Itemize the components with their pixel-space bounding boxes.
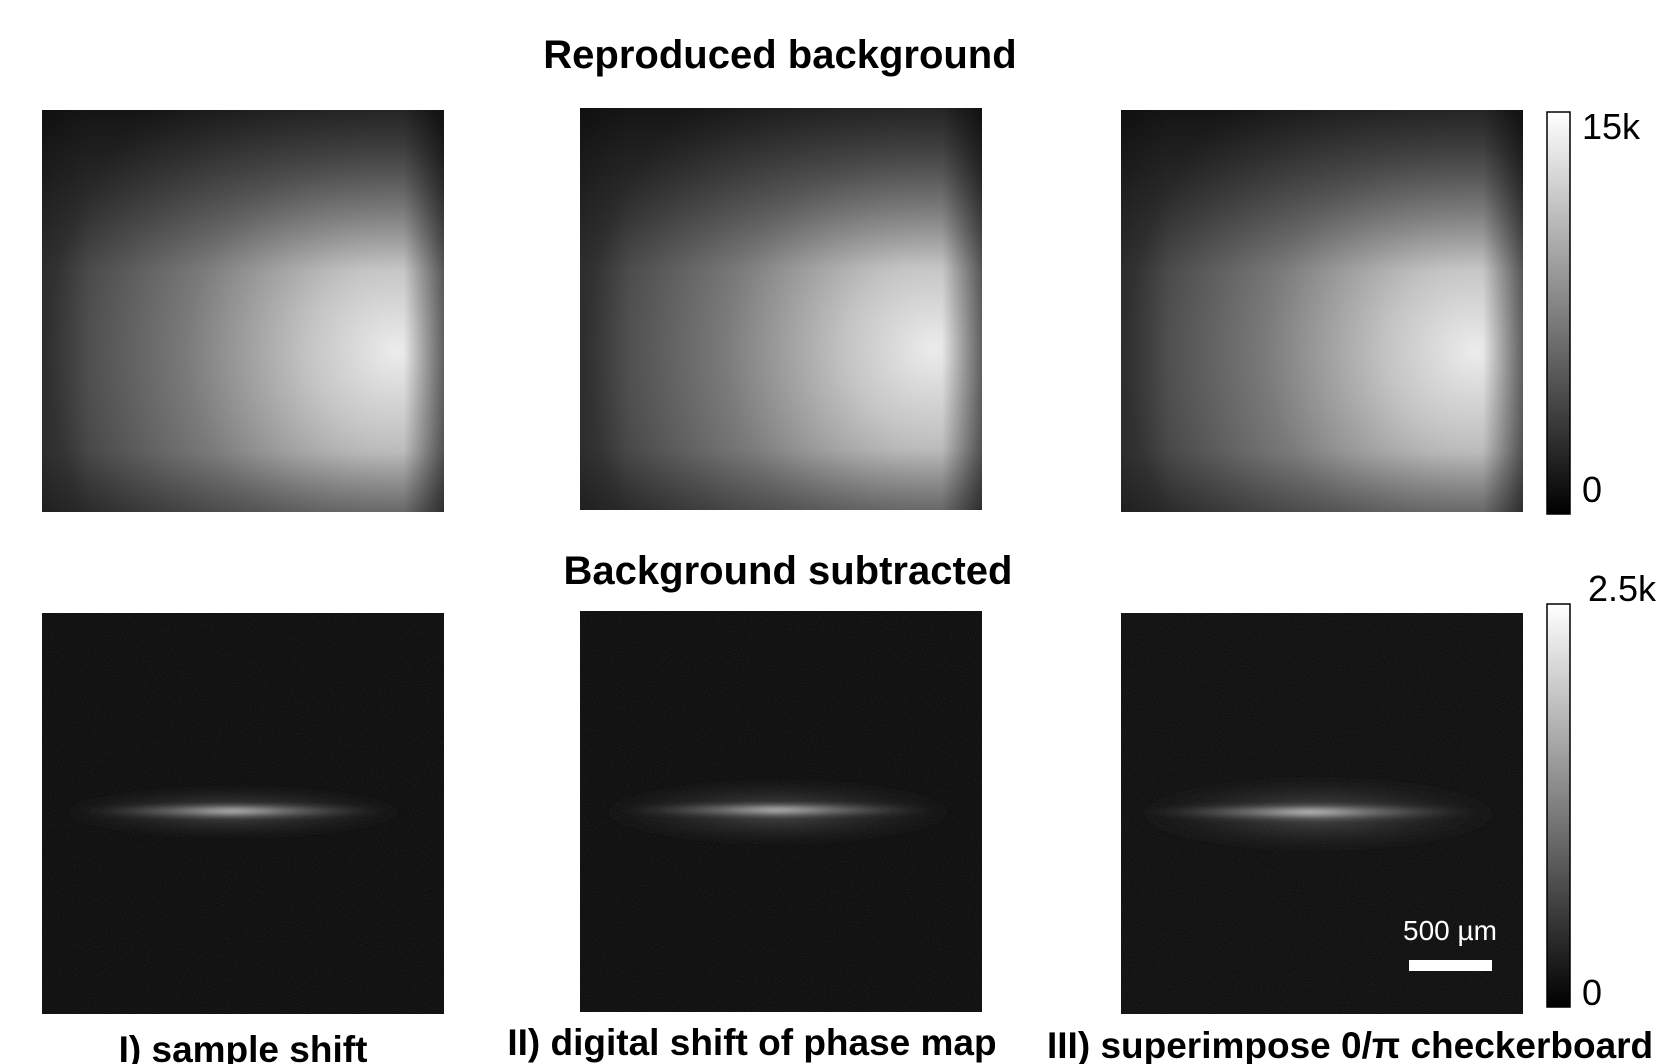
panel-subtracted: 500 µm <box>1121 613 1523 1014</box>
panel-subtracted <box>42 613 444 1014</box>
colorbar-min: 0 <box>1582 972 1602 1013</box>
panel-background <box>580 108 982 510</box>
colorbar <box>1546 603 1571 1008</box>
panel-background <box>42 110 444 512</box>
colorbar <box>1546 111 1571 515</box>
panel-subtracted <box>580 611 982 1012</box>
panel-label: II) digital shift of phase map <box>507 1022 996 1063</box>
panel-background <box>1121 110 1523 512</box>
scale-bar <box>1409 960 1492 971</box>
panel-label: III) superimpose 0/π checkerboard <box>1047 1025 1653 1064</box>
colorbar-min: 0 <box>1582 469 1602 510</box>
colorbar-max: 15k <box>1582 106 1641 147</box>
panel-label: I) sample shift <box>119 1029 368 1064</box>
title-bottom: Background subtracted <box>564 549 1013 593</box>
title-top: Reproduced background <box>543 33 1016 77</box>
colorbar-max: 2.5k <box>1588 568 1657 609</box>
scale-bar-label: 500 µm <box>1403 915 1497 946</box>
